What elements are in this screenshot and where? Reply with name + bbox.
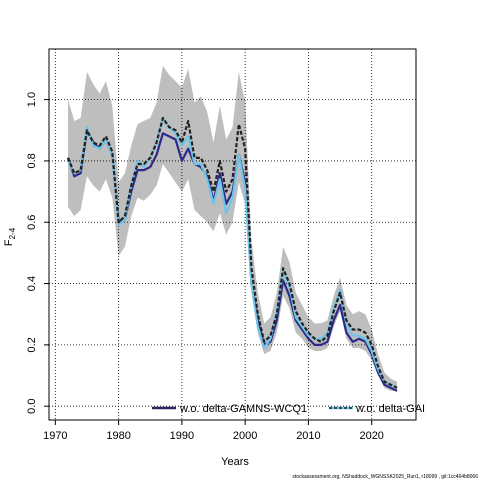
y-tick-label: 0.2 — [26, 337, 38, 352]
series-layer — [66, 116, 398, 392]
series-line-reference — [66, 116, 398, 389]
confidence-band — [67, 65, 398, 391]
y-axis-title-subscript: 2-4 — [8, 227, 17, 239]
legend-label-series3: w.o. delta-GAI — [355, 403, 425, 415]
y-axis-title: F2-4 — [3, 227, 17, 246]
legend-label-series1: w.o. delta-GAMNS-WCQ1 — [179, 403, 307, 415]
x-tick-label: 2000 — [233, 430, 257, 442]
y-tick-label: 1.0 — [26, 92, 38, 107]
y-tick-label: 0.8 — [26, 153, 38, 168]
y-tick-label: 0.0 — [26, 399, 38, 414]
x-tick-label: 1970 — [43, 430, 67, 442]
x-tick-label: 2010 — [296, 430, 320, 442]
x-axis-title: Years — [221, 456, 249, 468]
footer-note: stockassessment.org, NShaddock_WGNSSK202… — [292, 474, 478, 480]
legend: w.o. delta-GAMNS-WCQ1 w.o. delta-GAI — [152, 403, 425, 415]
x-tick-label: 1990 — [170, 430, 194, 442]
x-tick-label: 1980 — [106, 430, 130, 442]
y-tick-label: 0.6 — [26, 215, 38, 230]
x-axis-ticks: 1970 1980 1990 2000 2010 2020 — [43, 420, 384, 442]
gridlines — [49, 49, 416, 420]
y-axis-title-main: F — [3, 239, 15, 246]
y-tick-label: 0.4 — [26, 276, 38, 291]
y-axis-ticks: 0.0 0.2 0.4 0.6 0.8 1.0 — [26, 92, 49, 414]
x-tick-label: 2020 — [359, 430, 383, 442]
plot-frame — [48, 48, 417, 421]
